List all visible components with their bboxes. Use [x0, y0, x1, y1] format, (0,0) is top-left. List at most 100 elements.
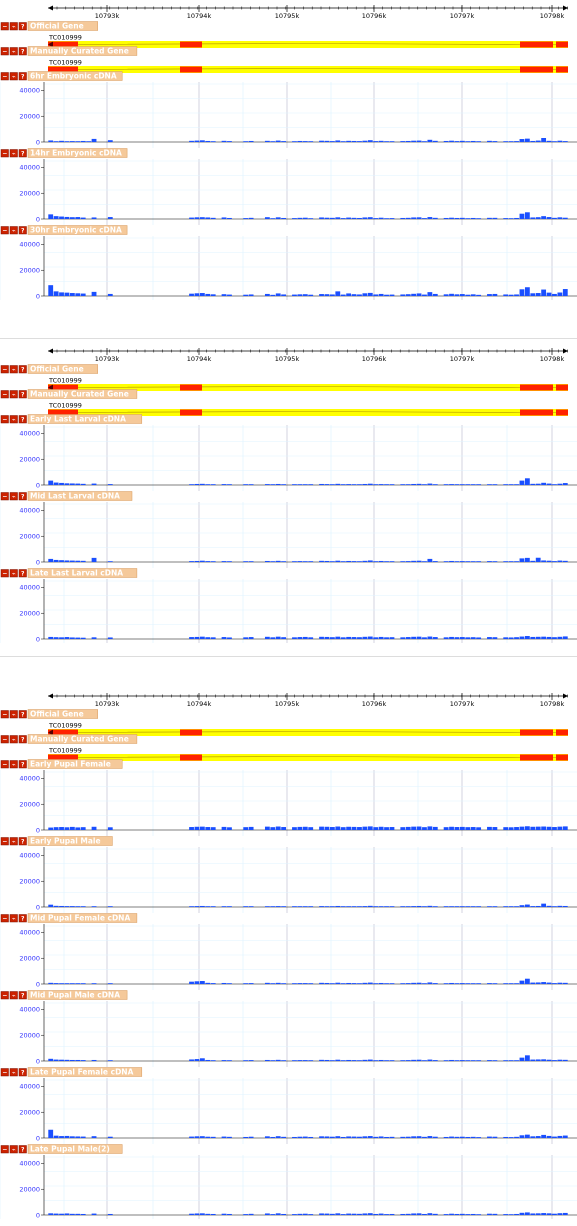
collapse-icon[interactable]: −	[0, 837, 9, 846]
collapse-icon[interactable]: −	[0, 22, 9, 31]
help-icon[interactable]: ?	[18, 837, 27, 846]
help-icon[interactable]: ?	[18, 735, 27, 744]
coverage-bar	[329, 1136, 335, 1138]
share-icon[interactable]: ⌁	[9, 492, 18, 501]
help-icon[interactable]: ?	[18, 22, 27, 31]
help-icon[interactable]: ?	[18, 390, 27, 399]
track-label-cdna[interactable]: Early Pupal Female	[27, 759, 123, 769]
gene-model[interactable]: TC010999	[47, 402, 568, 417]
share-icon[interactable]: ⌁	[9, 22, 18, 31]
collapse-icon[interactable]: −	[0, 735, 9, 744]
share-icon[interactable]: ⌁	[9, 415, 18, 424]
help-icon[interactable]: ?	[18, 226, 27, 235]
gene-model[interactable]: TC010999	[47, 59, 568, 74]
help-icon[interactable]: ?	[18, 760, 27, 769]
coverage-bar	[411, 217, 417, 219]
track-label-cdna[interactable]: Early Pupal Male	[27, 836, 113, 846]
coverage-bar	[443, 1214, 449, 1215]
gene-model[interactable]: TC010999	[47, 34, 568, 49]
collapse-icon[interactable]: −	[0, 415, 9, 424]
coordinate-ruler[interactable]: 10793k 10794k 10795k 10796k 10797k 10798k	[48, 348, 568, 363]
share-icon[interactable]: ⌁	[9, 1068, 18, 1077]
coverage-bar	[351, 294, 357, 296]
collapse-icon[interactable]: −	[0, 149, 9, 158]
svg-text:−: −	[2, 49, 7, 56]
help-icon[interactable]: ?	[18, 365, 27, 374]
svg-text:?: ?	[21, 151, 25, 158]
help-icon[interactable]: ?	[18, 72, 27, 81]
coverage-bar	[362, 1136, 368, 1138]
track-manually-curated-gene[interactable]: Manually Curated Gene	[27, 734, 138, 744]
track-label-cdna[interactable]: 30hr Embryonic cDNA	[27, 225, 128, 235]
collapse-icon[interactable]: −	[0, 47, 9, 56]
track-label-cdna[interactable]: Late Pupal Male(2)	[27, 1144, 123, 1154]
share-icon[interactable]: ⌁	[9, 72, 18, 81]
coverage-bar	[508, 906, 514, 907]
collapse-icon[interactable]: −	[0, 914, 9, 923]
help-icon[interactable]: ?	[18, 47, 27, 56]
share-icon[interactable]: ⌁	[9, 914, 18, 923]
share-icon[interactable]: ⌁	[9, 390, 18, 399]
track-label-cdna[interactable]: Mid Pupal Female cDNA	[27, 913, 138, 923]
gene-model[interactable]: TC010999	[47, 722, 568, 737]
track-label-cdna[interactable]: Late Last Larval cDNA	[27, 568, 138, 578]
track-label-cdna[interactable]: 6hr Embryonic cDNA	[27, 71, 123, 81]
coverage-bar	[552, 293, 557, 296]
coverage-bar	[487, 217, 492, 219]
help-icon[interactable]: ?	[18, 492, 27, 501]
help-icon[interactable]: ?	[18, 1145, 27, 1154]
share-icon[interactable]: ⌁	[9, 760, 18, 769]
gene-model[interactable]: TC010999	[47, 747, 568, 762]
share-icon[interactable]: ⌁	[9, 226, 18, 235]
gene-model[interactable]: TC010999	[47, 377, 568, 392]
coverage-bar	[270, 294, 276, 296]
share-icon[interactable]: ⌁	[9, 710, 18, 719]
ruler-tick-label: 10794k	[187, 700, 212, 708]
help-icon[interactable]: ?	[18, 149, 27, 158]
track-manually-curated-gene[interactable]: Manually Curated Gene	[27, 389, 138, 399]
collapse-icon[interactable]: −	[0, 72, 9, 81]
collapse-icon[interactable]: −	[0, 1145, 9, 1154]
help-icon[interactable]: ?	[18, 415, 27, 424]
share-icon[interactable]: ⌁	[9, 569, 18, 578]
collapse-icon[interactable]: −	[0, 760, 9, 769]
collapse-icon[interactable]: −	[0, 390, 9, 399]
track-official-gene[interactable]: Official Gene	[27, 709, 98, 719]
help-icon[interactable]: ?	[18, 1068, 27, 1077]
coverage-bar	[340, 983, 346, 984]
share-icon[interactable]: ⌁	[9, 991, 18, 1000]
help-icon[interactable]: ?	[18, 914, 27, 923]
collapse-icon[interactable]: −	[0, 569, 9, 578]
share-icon[interactable]: ⌁	[9, 837, 18, 846]
collapse-icon[interactable]: −	[0, 710, 9, 719]
collapse-icon[interactable]: −	[0, 991, 9, 1000]
coverage-bar	[319, 826, 324, 830]
track-label-cdna[interactable]: Mid Last Larval cDNA	[27, 491, 133, 501]
share-icon[interactable]: ⌁	[9, 365, 18, 374]
share-icon[interactable]: ⌁	[9, 47, 18, 56]
help-icon[interactable]: ?	[18, 710, 27, 719]
coverage-bar	[427, 826, 433, 830]
share-icon[interactable]: ⌁	[9, 1145, 18, 1154]
track-manually-curated-gene[interactable]: Manually Curated Gene	[27, 46, 138, 56]
help-icon[interactable]: ?	[18, 991, 27, 1000]
track-label-cdna[interactable]: 14hr Embryonic cDNA	[27, 148, 128, 158]
collapse-icon[interactable]: −	[0, 226, 9, 235]
help-icon[interactable]: ?	[18, 569, 27, 578]
collapse-icon[interactable]: −	[0, 365, 9, 374]
track-official-gene[interactable]: Official Gene	[27, 21, 98, 31]
track-label-cdna[interactable]: Late Pupal Female cDNA	[27, 1067, 143, 1077]
collapse-icon[interactable]: −	[0, 1068, 9, 1077]
track-official-gene[interactable]: Official Gene	[27, 364, 98, 374]
collapse-icon[interactable]: −	[0, 492, 9, 501]
coverage-bar	[476, 141, 482, 142]
track-label-cdna[interactable]: Mid Pupal Male cDNA	[27, 990, 128, 1000]
coordinate-ruler[interactable]: 10793k 10794k 10795k 10796k 10797k 10798k	[48, 5, 568, 20]
coverage-bar	[541, 289, 547, 296]
coverage-bar	[329, 906, 335, 907]
coverage-bar	[541, 982, 547, 984]
coordinate-ruler[interactable]: 10793k 10794k 10795k 10796k 10797k 10798k	[48, 693, 568, 708]
share-icon[interactable]: ⌁	[9, 735, 18, 744]
share-icon[interactable]: ⌁	[9, 149, 18, 158]
track-label-cdna[interactable]: Early Last Larval cDNA	[27, 414, 143, 424]
